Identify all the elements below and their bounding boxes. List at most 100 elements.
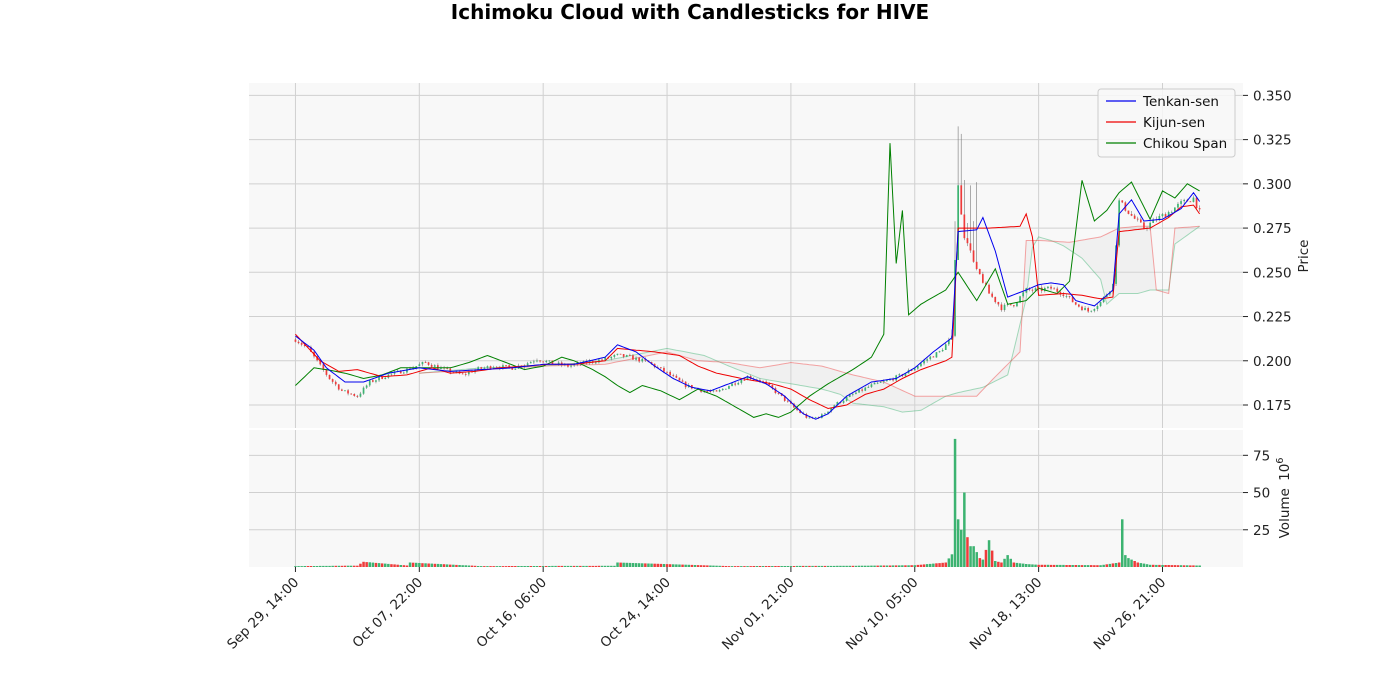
candle-body-245 — [1053, 288, 1055, 290]
volume-bar-267 — [1121, 519, 1124, 567]
volume-bar-111 — [637, 563, 641, 567]
volume-bar-117 — [656, 563, 659, 567]
volume-bar-236 — [1025, 564, 1028, 567]
candle-body-85 — [557, 362, 560, 365]
volume-bar-230 — [1006, 555, 1009, 567]
candle-body-186 — [870, 384, 873, 387]
candle-body-59 — [477, 367, 479, 370]
candle-body-12 — [331, 379, 334, 382]
volume-bar-153 — [768, 566, 771, 567]
chart-title: Ichimoku Cloud with Candlesticks for HIV… — [451, 0, 929, 24]
candle-body-20 — [356, 395, 359, 397]
volume-bar-54 — [461, 565, 464, 567]
volume-bar-51 — [452, 564, 455, 567]
candle-body-113 — [644, 358, 647, 361]
candle-body-249 — [1065, 296, 1068, 297]
candle-body-214 — [957, 185, 959, 260]
candle-body-162 — [796, 407, 798, 411]
volume-bar-44 — [430, 563, 433, 567]
candle-body-280 — [1161, 214, 1164, 217]
candle-body-273 — [1140, 219, 1142, 223]
volume-bar-15 — [340, 565, 344, 567]
volume-bar-286 — [1179, 565, 1183, 567]
volume-bar-238 — [1031, 564, 1034, 567]
volume-bar-179 — [848, 565, 851, 567]
volume-bar-17 — [346, 565, 350, 567]
volume-bar-258 — [1093, 565, 1096, 567]
volume-bar-214 — [956, 519, 960, 567]
volume-bar-205 — [929, 563, 932, 567]
xtick-label-2: Oct 16, 06:00 — [473, 575, 550, 652]
candle-body-41 — [421, 362, 424, 365]
candle-body-252 — [1074, 302, 1077, 305]
candle-body-71 — [514, 368, 517, 370]
candle-body-168 — [814, 417, 817, 418]
candle-body-106 — [622, 354, 625, 357]
volume-bar-110 — [634, 563, 638, 567]
volume-bar-3 — [303, 566, 306, 567]
volume-bar-157 — [780, 566, 783, 567]
candle-body-182 — [858, 389, 860, 393]
volume-bar-127 — [687, 564, 690, 567]
candle-body-229 — [1003, 304, 1006, 310]
candle-body-43 — [427, 362, 430, 365]
candle-body-97 — [595, 362, 597, 364]
candle-body-211 — [948, 339, 950, 345]
candle-body-247 — [1059, 291, 1062, 295]
candle-body-291 — [1195, 197, 1198, 209]
candle-body-44 — [430, 364, 433, 367]
candle-body-239 — [1034, 288, 1037, 291]
candle-body-14 — [337, 384, 340, 390]
candle-body-243 — [1047, 286, 1049, 289]
candle-body-284 — [1174, 207, 1176, 212]
volume-bar-150 — [758, 566, 762, 567]
volume-bar-281 — [1164, 565, 1167, 567]
candle-body-175 — [836, 402, 839, 406]
candle-body-123 — [675, 375, 678, 378]
volume-bar-90 — [572, 565, 576, 567]
price-ytick-label-7: 0.350 — [1253, 88, 1292, 104]
volume-bar-69 — [507, 566, 511, 567]
legend-label-tenkan-sen: Tenkan-sen — [1142, 94, 1219, 110]
volume-bar-231 — [1009, 558, 1012, 567]
volume-bar-37 — [408, 562, 412, 567]
volume-bar-104 — [616, 562, 619, 567]
candle-body-122 — [672, 375, 675, 376]
candle-body-266 — [1118, 200, 1120, 246]
candle-body-276 — [1149, 222, 1151, 228]
volume-bar-160 — [789, 566, 793, 567]
candle-body-55 — [464, 374, 467, 375]
volume-bar-22 — [362, 561, 365, 567]
volume-bar-201 — [916, 564, 920, 567]
volume-bar-115 — [650, 563, 653, 567]
candle-body-15 — [341, 389, 343, 391]
candle-body-56 — [468, 371, 470, 375]
volume-bar-185 — [867, 565, 870, 567]
volume-bar-251 — [1071, 565, 1074, 567]
candle-body-78 — [536, 360, 538, 362]
volume-bar-135 — [712, 565, 715, 567]
candle-body-259 — [1096, 306, 1099, 309]
volume-bar-8 — [319, 565, 322, 567]
volume-bar-27 — [377, 563, 381, 567]
candle-body-145 — [743, 380, 746, 381]
volume-ytick-label-0: 25 — [1253, 523, 1270, 539]
volume-bar-36 — [405, 565, 409, 567]
volume-bar-177 — [842, 565, 845, 567]
candle-body-2 — [300, 343, 303, 345]
candle-body-179 — [848, 394, 851, 397]
volume-bar-226 — [994, 561, 997, 567]
candle-body-9 — [322, 364, 325, 370]
volume-bar-30 — [387, 563, 390, 567]
ichimoku-cloud — [419, 225, 1200, 413]
volume-bar-260 — [1099, 565, 1102, 567]
volume-bar-169 — [817, 565, 820, 567]
volume-bar-183 — [860, 565, 864, 567]
cloud-fill — [419, 226, 1200, 413]
volume-bar-249 — [1065, 565, 1068, 567]
volume-bar-279 — [1158, 564, 1161, 567]
volume-bar-141 — [730, 566, 734, 567]
volume-bar-88 — [566, 565, 570, 567]
candle-body-121 — [669, 371, 671, 376]
